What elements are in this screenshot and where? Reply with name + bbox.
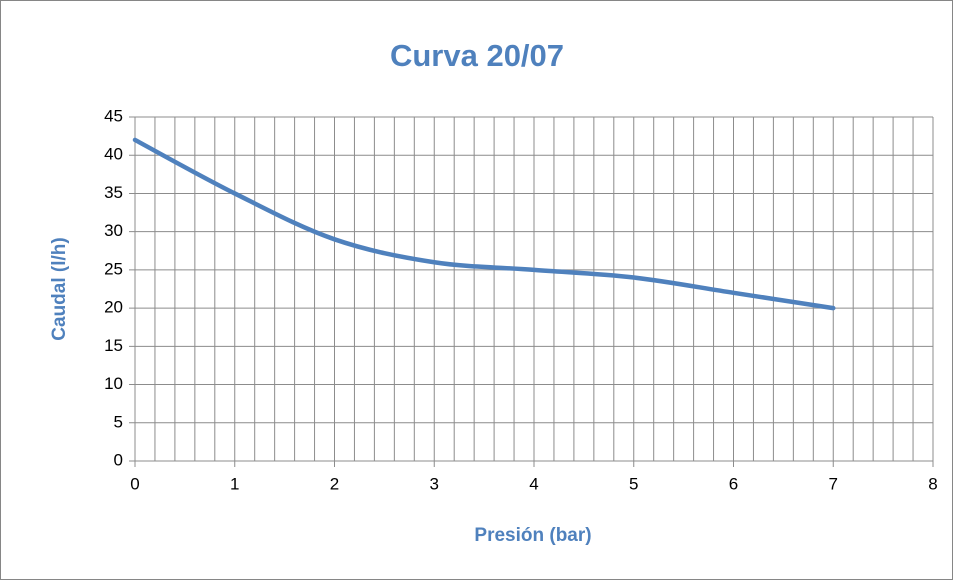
x-tick-label: 4	[529, 474, 538, 493]
line-series	[132, 137, 836, 311]
x-tick-label: 0	[130, 474, 139, 493]
y-tick-label: 15	[104, 336, 123, 355]
y-axis-label: Caudal (l/h)	[49, 237, 70, 340]
y-tick-label: 0	[114, 450, 123, 469]
y-tick-label: 10	[104, 374, 123, 393]
y-tick-label: 45	[104, 106, 123, 125]
y-tick-label: 40	[104, 145, 123, 164]
x-tick-label: 6	[729, 474, 738, 493]
y-tick-label: 25	[104, 259, 123, 278]
x-tick-label: 2	[330, 474, 339, 493]
y-tick-label: 35	[104, 183, 123, 202]
x-tick-label: 3	[430, 474, 439, 493]
x-tick-label: 5	[629, 474, 638, 493]
x-tick-label: 8	[928, 474, 937, 493]
x-axis-label: Presión (bar)	[474, 525, 591, 546]
x-tick-label: 1	[230, 474, 239, 493]
y-tick-label: 5	[114, 412, 123, 431]
chart-title: Curva 20/07	[390, 38, 564, 73]
x-tick-label: 7	[829, 474, 838, 493]
y-tick-label: 30	[104, 221, 123, 240]
y-tick-label: 20	[104, 298, 123, 317]
